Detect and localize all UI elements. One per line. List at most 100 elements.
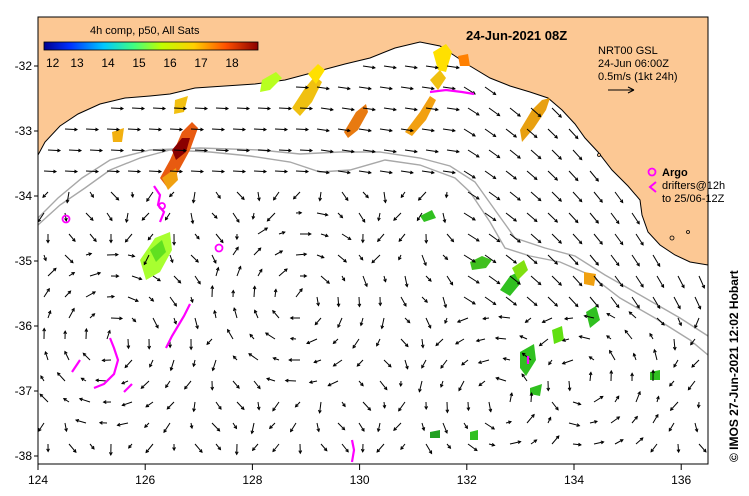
current-vector-head (421, 364, 425, 369)
current-vector (106, 212, 113, 221)
current-vector (378, 212, 381, 221)
current-vector (530, 191, 542, 201)
current-vector (458, 380, 465, 391)
current-vector (400, 296, 407, 307)
current-vector-head (132, 318, 137, 323)
current-vector-head (393, 427, 397, 432)
current-vector-head (93, 238, 97, 243)
current-vector (299, 107, 313, 110)
current-vector-head (64, 428, 68, 433)
current-vector (68, 233, 76, 242)
current-vector-head (455, 149, 460, 154)
current-vector-head (257, 385, 261, 390)
current-vector (252, 443, 259, 451)
current-vector (193, 401, 196, 412)
current-vector-head (346, 170, 351, 175)
current-vector-head (619, 199, 624, 204)
current-vector-head (318, 197, 322, 202)
current-vector-head (578, 156, 583, 161)
y-tick-label: -36 (15, 319, 33, 333)
current-vector (551, 401, 559, 411)
current-vector-head (537, 113, 542, 118)
credit-text: © IMOS 27-Jun-2021 12:02 Hobart (727, 270, 741, 462)
current-vector-head (329, 149, 334, 154)
current-vector-head (177, 279, 182, 284)
current-vector-head (279, 250, 284, 254)
current-vector-head (628, 311, 633, 315)
current-vector-head (482, 316, 487, 321)
current-vector (425, 317, 432, 329)
current-vector-head (434, 65, 439, 70)
current-vector (110, 317, 123, 319)
current-vector-head (681, 284, 685, 289)
current-vector (377, 233, 385, 242)
current-vector (131, 149, 145, 152)
current-vector (568, 422, 580, 427)
current-vector-head (630, 372, 634, 377)
current-vector-head (46, 448, 50, 453)
current-vector (125, 212, 129, 223)
y-tick-label: -34 (15, 189, 33, 203)
current-vector-head (359, 256, 364, 261)
current-vector-head (491, 443, 496, 447)
current-vector (525, 317, 532, 323)
current-vector (568, 212, 579, 223)
current-vector-head (507, 420, 513, 425)
current-vector-head (213, 215, 218, 219)
current-vector (257, 149, 271, 152)
colorbar: 4h comp, p50, All Sats 12 13 14 15 16 17 18 (43, 25, 259, 70)
current-vector-head (496, 112, 501, 117)
current-vector-head (256, 406, 261, 411)
legend-drifters-end: to 25/06-12Z (662, 193, 725, 205)
current-vector (467, 107, 480, 116)
current-vector (211, 212, 218, 219)
current-vector (442, 86, 455, 90)
current-vector-head (56, 372, 61, 376)
current-vector-head (558, 240, 562, 244)
current-vector-head (400, 194, 405, 199)
current-vector (457, 317, 469, 323)
current-vector (631, 296, 640, 309)
current-vector-head (660, 284, 665, 289)
current-vector-head (257, 197, 261, 202)
current-vector-head (371, 259, 376, 264)
current-vector-head (656, 263, 661, 268)
current-vector (106, 170, 120, 173)
current-vector-head (392, 149, 397, 154)
current-vector (404, 107, 417, 111)
current-vector (68, 443, 77, 453)
current-vector-head (455, 65, 460, 70)
current-vector-head (327, 382, 332, 387)
current-vector (165, 212, 171, 221)
current-vector (442, 212, 446, 223)
current-vector-head (449, 281, 454, 286)
current-vector (145, 443, 154, 453)
current-vector (64, 212, 67, 221)
current-vector-head (672, 346, 677, 351)
current-vector (211, 254, 217, 264)
current-vector (635, 437, 644, 445)
current-vector (64, 422, 67, 432)
current-vector-head (649, 332, 653, 337)
current-vector (274, 170, 288, 173)
current-vector-head (547, 416, 552, 421)
current-vector-head (204, 148, 209, 153)
current-vector-head (537, 197, 542, 202)
current-vector-head (434, 107, 439, 112)
current-vector-head (241, 196, 245, 201)
current-vector-head (303, 252, 308, 257)
current-vector-head (595, 219, 599, 224)
current-vector-head (97, 271, 102, 276)
current-vector-head (475, 238, 480, 242)
current-vector (64, 351, 70, 361)
current-vector-head (651, 369, 655, 374)
current-vector-head (197, 280, 201, 285)
current-vector-head (634, 415, 638, 420)
current-vector (551, 435, 560, 445)
current-vector-head (84, 327, 89, 332)
current-vector-head (440, 364, 444, 369)
current-vector-head (383, 199, 387, 204)
current-vector (117, 422, 129, 426)
current-vector (64, 254, 74, 264)
current-vector-head (367, 86, 372, 91)
